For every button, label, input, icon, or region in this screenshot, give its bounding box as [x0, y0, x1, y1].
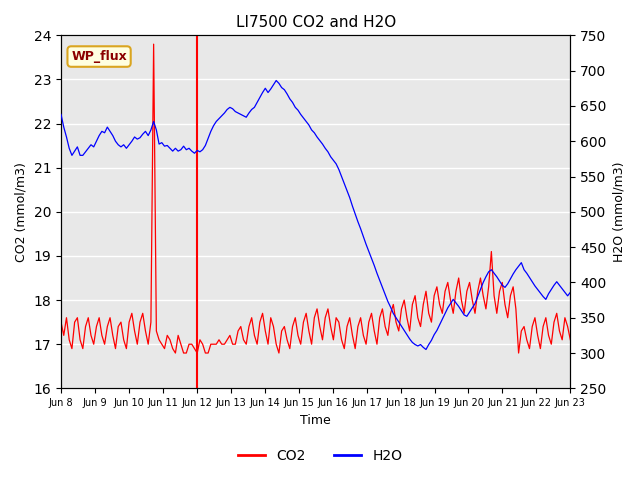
- Text: WP_flux: WP_flux: [71, 50, 127, 63]
- Title: LI7500 CO2 and H2O: LI7500 CO2 and H2O: [236, 15, 396, 30]
- Y-axis label: CO2 (mmol/m3): CO2 (mmol/m3): [15, 162, 28, 262]
- X-axis label: Time: Time: [300, 414, 331, 427]
- Legend: CO2, H2O: CO2, H2O: [232, 443, 408, 468]
- Y-axis label: H2O (mmol/m3): H2O (mmol/m3): [612, 162, 625, 262]
